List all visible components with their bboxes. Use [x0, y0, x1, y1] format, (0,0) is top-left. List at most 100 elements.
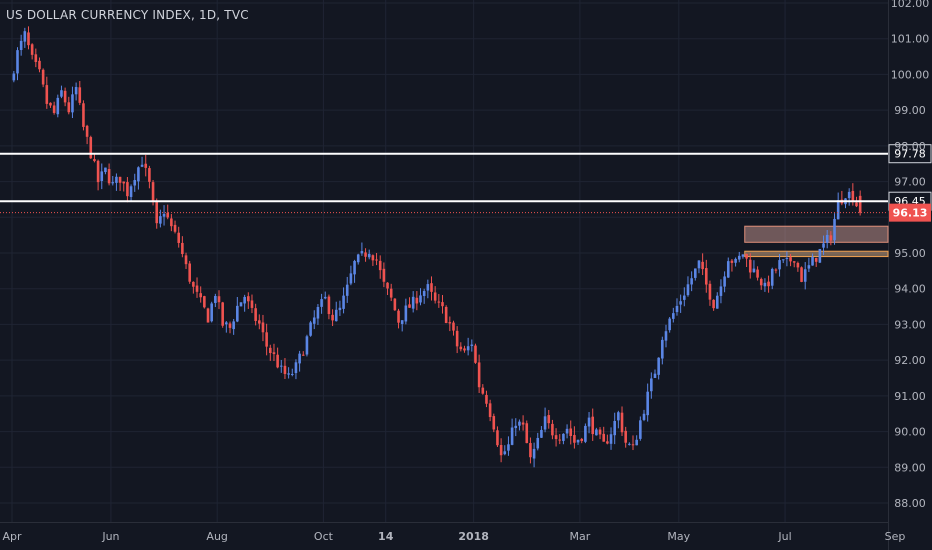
candle-body: [796, 262, 800, 268]
candle-body: [422, 291, 426, 296]
candle-body: [584, 425, 587, 442]
candle-body: [301, 354, 305, 356]
candle-body: [536, 437, 540, 449]
candle-body: [485, 394, 488, 404]
candle-body: [386, 282, 389, 289]
last-price-tag: [889, 203, 931, 222]
y-tick-label: 93.00: [894, 318, 926, 331]
candle-body: [184, 255, 188, 265]
candle-body: [811, 256, 814, 266]
candle-body: [49, 102, 52, 106]
candle-body: [668, 318, 671, 331]
candle-body: [723, 276, 726, 287]
candle-body: [312, 317, 316, 324]
x-tick-label: Sep: [885, 530, 906, 543]
candle-body: [19, 40, 23, 51]
candle-body: [290, 373, 294, 375]
candle-body: [353, 260, 356, 275]
candle-body: [96, 160, 100, 183]
candle-body: [507, 444, 510, 451]
candle-body: [129, 186, 133, 197]
candle-body: [170, 218, 173, 227]
candle-body: [232, 321, 235, 330]
candle-body: [825, 234, 829, 243]
candle-body: [631, 444, 635, 446]
candle-body: [140, 164, 144, 167]
candle-body: [745, 253, 748, 259]
candle-body: [408, 304, 411, 308]
candle-body: [162, 213, 166, 217]
candle-body: [356, 254, 360, 263]
candle-body: [587, 417, 591, 427]
candle-body: [778, 260, 781, 270]
candle-body: [448, 322, 452, 324]
candle-body: [151, 182, 155, 202]
candle-body: [441, 302, 444, 307]
candle-body: [228, 323, 232, 328]
candle-body: [393, 298, 397, 311]
candle-body: [455, 330, 459, 347]
candle-body: [12, 73, 16, 81]
candle-body: [576, 439, 580, 443]
candle-body: [210, 303, 213, 322]
candle-body: [268, 347, 272, 353]
candle-body: [518, 421, 521, 426]
candle-body: [664, 331, 668, 341]
candle-body: [708, 283, 712, 300]
candle-body: [822, 243, 825, 248]
candle-body: [206, 308, 210, 323]
x-tick-label: Jul: [777, 530, 791, 543]
candle-body: [715, 295, 719, 309]
candle-body: [243, 296, 246, 304]
candle-body: [437, 301, 441, 303]
candle-body: [650, 378, 653, 392]
candle-body: [338, 307, 342, 311]
candle-body: [558, 439, 562, 441]
candle-body: [635, 439, 638, 446]
candle-body: [276, 354, 279, 368]
y-tick-label: 97.00: [894, 176, 926, 189]
last-price-label: 96.13: [893, 207, 928, 220]
candle-body: [690, 278, 693, 285]
candle-body: [683, 295, 686, 300]
candle-body: [598, 429, 602, 435]
candle-body: [818, 249, 822, 263]
x-tick-label: 2018: [458, 530, 489, 543]
candle-body: [166, 212, 170, 218]
candle-body: [30, 44, 34, 55]
candle-body: [181, 242, 184, 255]
candle-body: [400, 320, 404, 324]
candle-body: [397, 310, 400, 323]
candle-body: [591, 416, 595, 435]
candle-body: [261, 322, 265, 333]
candle-body: [774, 269, 778, 271]
candle-body: [551, 423, 554, 436]
candle-body: [675, 305, 679, 313]
candle-body: [726, 261, 730, 278]
candle-body: [294, 362, 298, 374]
candle-body: [521, 422, 525, 425]
candle-body: [27, 32, 30, 46]
candle-body: [82, 103, 85, 127]
y-tick-label: 99.00: [894, 104, 926, 117]
candle-body: [488, 403, 492, 418]
candle-body: [331, 314, 334, 321]
candle-body: [481, 387, 485, 394]
candle-body: [532, 448, 536, 459]
y-tick-label: 91.00: [894, 390, 926, 403]
candle-body: [349, 273, 353, 284]
x-tick-label: Aug: [206, 530, 227, 543]
candle-body: [100, 171, 104, 181]
candle-body: [126, 182, 129, 197]
candle-body: [470, 344, 474, 346]
candle-body: [203, 296, 206, 308]
candle-body: [620, 412, 624, 433]
candle-body: [342, 295, 345, 309]
candle-body: [606, 441, 609, 444]
candle-body: [459, 346, 463, 350]
candle-body: [334, 309, 338, 322]
y-tick-label: 95.00: [894, 247, 926, 260]
